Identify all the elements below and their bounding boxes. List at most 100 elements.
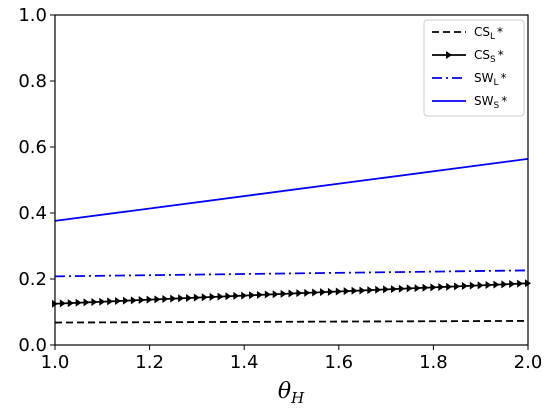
legend-label: CSL * [474,25,503,42]
series-marker [146,295,153,304]
series-line-cs-l [54,320,529,324]
x-ticks: 1.0 1.2 1.4 1.6 1.8 2.0 [41,345,543,373]
series-marker [335,287,342,296]
series-marker [83,298,90,307]
series-marker [296,289,303,298]
legend-label: SWL * [474,71,507,88]
series-marker [154,295,161,304]
series-marker [312,288,319,297]
series-marker [343,287,350,296]
y-tick-label: 0.6 [18,137,47,158]
series-marker [162,294,169,303]
x-axis-label: θH [278,379,305,407]
series-marker [469,281,476,290]
series-marker [122,296,129,305]
series-marker [186,293,193,302]
y-tick-label: 0.8 [18,71,47,92]
series-marker [454,282,461,291]
legend-label-subscript: L [493,78,498,88]
plot-lines [52,157,531,324]
series-marker [493,280,500,289]
x-axis-label-main: θ [278,379,291,404]
legend-label-suffix: * [498,48,504,62]
legend-label-main: SW [474,94,494,108]
series-marker [217,292,224,301]
series-marker [406,284,413,293]
series-marker [422,283,429,292]
legend-label-main: CS [474,48,490,62]
series-marker [99,297,106,306]
series-marker [327,287,334,296]
series-marker [225,292,232,301]
series-marker [375,285,382,294]
series-marker [193,293,200,302]
series-marker [67,299,74,308]
series-marker [272,290,279,299]
series-marker [59,299,66,308]
legend-box [423,19,525,117]
series-marker [461,282,468,291]
legend-label: CSS * [474,48,504,65]
series-marker [256,290,263,299]
legend-label-subscript: L [490,32,495,42]
legend: CSL *CSS *SWL *SWS * [423,19,525,117]
legend-label: SWS * [474,94,507,111]
series-marker [477,281,484,290]
series-marker [359,286,366,295]
y-tick-label: 0.2 [18,269,47,290]
series-line-sw-l [54,269,529,278]
series-marker [367,286,374,295]
series-marker [280,289,287,298]
series-marker [209,292,216,301]
x-tick-label: 1.0 [41,352,70,373]
series-marker [130,296,137,305]
x-axis-label-subscript: H [290,389,305,407]
series-marker [178,294,185,303]
x-tick-label: 1.2 [135,352,164,373]
x-tick-label: 1.4 [230,352,259,373]
y-tick-label: 0.4 [18,203,47,224]
series-marker [383,285,390,294]
series-marker [509,279,516,288]
series-line-sw-s [54,157,529,222]
series-marker [446,282,453,291]
series-marker [398,284,405,293]
series-marker [288,289,295,298]
series-marker [517,279,524,288]
plot-frame [54,14,529,346]
legend-label-suffix: * [497,25,503,39]
series-marker [438,283,445,292]
series-marker [264,290,271,299]
series-marker [249,291,256,300]
series-marker [201,293,208,302]
series-marker [75,298,82,307]
legend-label-suffix: * [501,94,507,108]
series-marker [241,291,248,300]
legend-label-subscript: S [490,55,496,65]
x-tick-label: 2.0 [514,352,543,373]
y-tick-label: 0.0 [18,335,47,356]
series-marker [501,280,508,289]
series-marker [414,284,421,293]
series-marker [170,294,177,303]
x-tick-label: 1.6 [324,352,353,373]
series-marker [107,297,114,306]
series-marker [320,288,327,297]
series-marker [430,283,437,292]
series-marker [304,288,311,297]
legend-label-main: CS [474,25,490,39]
y-tick-label: 1.0 [18,5,47,26]
series-marker [485,280,492,289]
legend-label-main: SW [474,71,494,85]
y-ticks: 0.0 0.2 0.4 0.6 0.8 1.0 [18,5,55,356]
legend-marker [446,51,452,59]
x-tick-label: 1.8 [419,352,448,373]
series-marker [390,285,397,294]
series-marker [91,298,98,307]
series-marker [351,286,358,295]
series-marker [115,297,122,306]
series-marker [138,295,145,304]
series-marker [233,291,240,300]
legend-label-subscript: S [493,101,499,111]
